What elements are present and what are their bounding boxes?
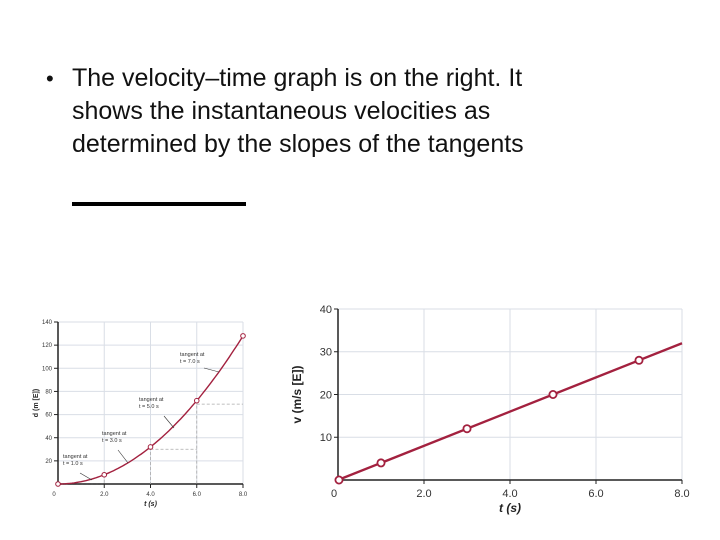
text-line-2: shows the instantaneous velocities as: [72, 97, 491, 125]
x-tick-label: 0: [52, 492, 56, 498]
tangent-label: t = 5.0 s: [139, 404, 159, 410]
data-point: [101, 471, 108, 478]
bullet-text-block: • The velocity–time graph is on the righ…: [40, 62, 680, 161]
tangent-label: t = 7.0 s: [180, 359, 200, 365]
data-point: [634, 355, 644, 365]
tangent-label: tangent at: [139, 397, 164, 403]
tangent-label: tangent at: [102, 431, 127, 437]
bullet-line-1: • The velocity–time graph is on the righ…: [40, 62, 680, 95]
position-time-plot: 20 40 60 80 100 120 140 0 2.0 4.0 6.0 8.0 t (s) d (m …: [33, 320, 248, 508]
y-tick-label: 120: [42, 343, 53, 349]
tangent-label: t = 1.0 s: [63, 461, 83, 467]
tangent-label: t = 3.0 s: [102, 438, 122, 444]
fill-in-blank-line: [72, 202, 246, 206]
data-point: [55, 481, 61, 487]
text-line-1: The velocity–time graph is on the right.…: [72, 64, 523, 92]
x-tick-label: 2.0: [416, 488, 431, 500]
y-axis-label: v (m/s [E]): [290, 365, 304, 423]
y-tick-label: 60: [45, 413, 52, 419]
x-tick-label: 0: [331, 488, 337, 500]
data-point: [462, 424, 472, 434]
data-point: [240, 333, 246, 339]
data-point: [376, 458, 386, 468]
y-tick-label: 10: [320, 432, 332, 444]
tangent-label: tangent at: [63, 454, 88, 460]
y-tick-label: 20: [45, 459, 52, 465]
tangent-label: tangent at: [180, 352, 205, 358]
y-tick-label: 80: [45, 390, 52, 396]
y-tick-label: 140: [42, 320, 53, 326]
y-tick-label: 30: [320, 347, 332, 359]
x-tick-label: 6.0: [588, 488, 603, 500]
bullet-line-2: shows the instantaneous velocities as: [40, 95, 680, 128]
velocity-line: [339, 342, 683, 481]
x-axis-label: t (s): [144, 501, 158, 508]
data-point: [147, 444, 154, 450]
x-tick-label: 8.0: [674, 488, 689, 500]
data-point: [548, 389, 558, 399]
y-tick-label: 40: [45, 436, 52, 442]
data-point: [193, 397, 200, 404]
x-tick-label: 6.0: [193, 492, 202, 498]
x-axis-label: t (s): [499, 501, 521, 515]
x-tick-label: 4.0: [502, 488, 517, 500]
velocity-time-plot: 10 20 30 40 0 2.0 4.0 6.0 8.0 t (s) v (m/s [E]): [290, 304, 690, 515]
bullet-line-3: determined by the slopes of the tangents: [40, 128, 680, 161]
text-line-3: determined by the slopes of the tangents: [72, 130, 524, 158]
y-axis-label: d (m [E]): [33, 389, 40, 417]
x-tick-label: 4.0: [146, 492, 155, 498]
x-tick-label: 8.0: [239, 492, 248, 498]
x-tick-label: 2.0: [100, 492, 109, 498]
bullet-icon: •: [46, 66, 54, 91]
y-tick-label: 20: [320, 389, 332, 401]
y-tick-label: 100: [42, 366, 53, 372]
y-tick-label: 40: [320, 304, 332, 316]
data-point: [334, 475, 344, 485]
